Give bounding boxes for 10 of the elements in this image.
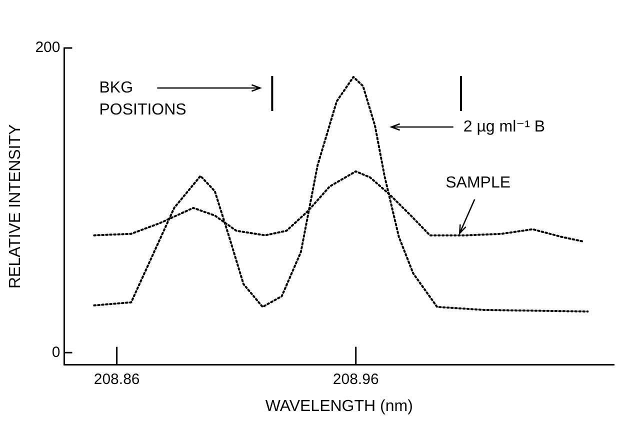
- x-tick-label: 208.96: [332, 370, 379, 388]
- annotation: SAMPLE: [446, 174, 511, 192]
- annotation: BKG POSITIONS: [99, 79, 186, 118]
- y-tick-label: 200: [35, 39, 60, 56]
- x-tick-label: 208.86: [94, 370, 140, 388]
- line-series: [93, 76, 589, 312]
- x-axis-title: WAVELENGTH (nm): [265, 398, 413, 415]
- y-tick-label: 0: [52, 344, 60, 361]
- annotation: 2 µg ml⁻¹ B: [463, 118, 546, 136]
- y-axis-title: RELATIVE INTENSITY: [7, 124, 24, 288]
